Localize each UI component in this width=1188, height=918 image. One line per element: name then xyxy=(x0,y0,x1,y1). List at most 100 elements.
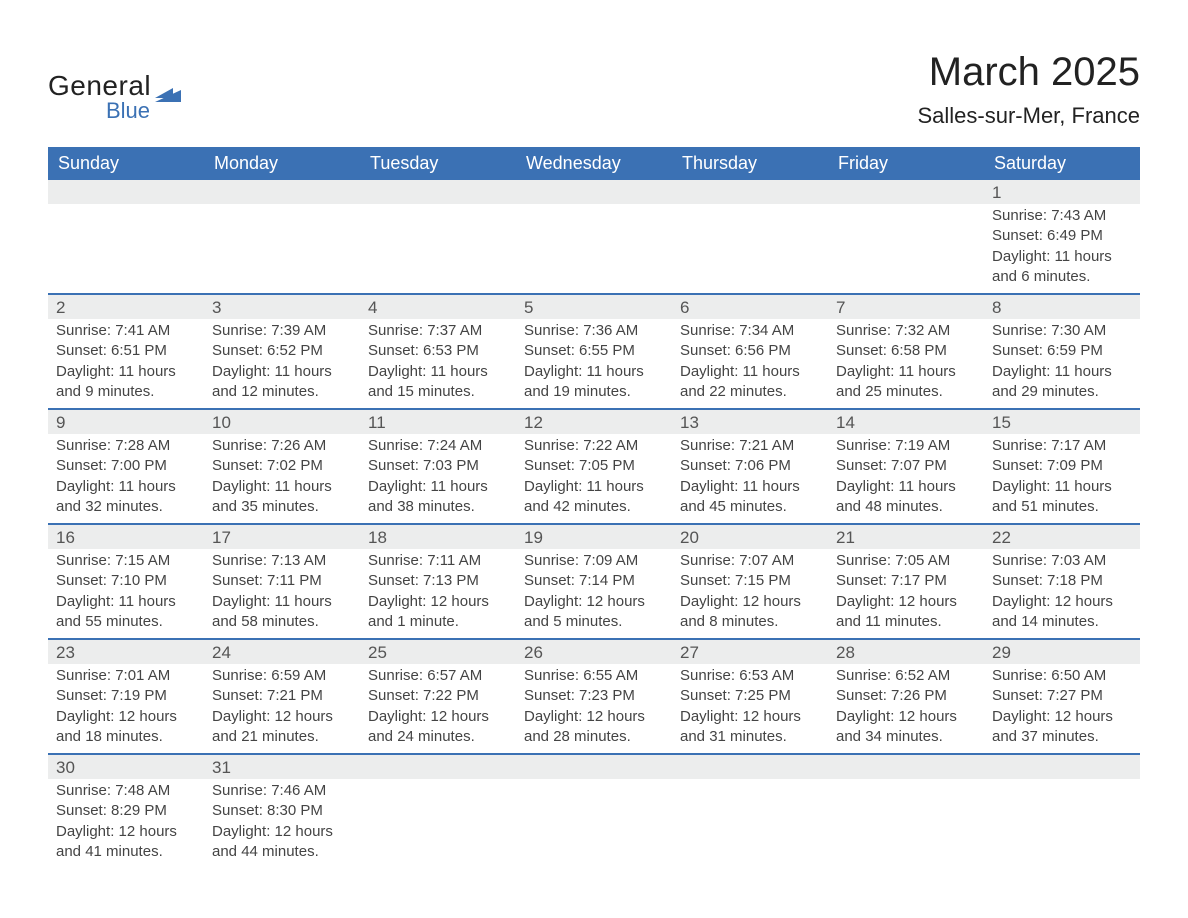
calendar-header-row: SundayMondayTuesdayWednesdayThursdayFrid… xyxy=(48,147,1140,180)
day-number: 5 xyxy=(516,295,672,319)
sunset-text: Sunset: 7:13 PM xyxy=(368,571,508,591)
calendar-header-cell: Friday xyxy=(828,147,984,180)
logo-word-2: Blue xyxy=(106,98,181,124)
day-number: 1 xyxy=(984,180,1140,204)
calendar-header-cell: Tuesday xyxy=(360,147,516,180)
calendar-week-row: 16Sunrise: 7:15 AMSunset: 7:10 PMDayligh… xyxy=(48,525,1140,640)
calendar-day-cell: 25Sunrise: 6:57 AMSunset: 7:22 PMDayligh… xyxy=(360,640,516,753)
calendar-day-cell: 6Sunrise: 7:34 AMSunset: 6:56 PMDaylight… xyxy=(672,295,828,408)
sunset-text: Sunset: 7:25 PM xyxy=(680,686,820,706)
daylight-text: Daylight: 12 hours and 28 minutes. xyxy=(524,707,664,748)
sunrise-text: Sunrise: 7:13 AM xyxy=(212,551,352,571)
calendar-empty-cell xyxy=(516,180,672,293)
daylight-text: Daylight: 12 hours and 34 minutes. xyxy=(836,707,976,748)
sunrise-text: Sunrise: 7:03 AM xyxy=(992,551,1132,571)
calendar-day-cell: 21Sunrise: 7:05 AMSunset: 7:17 PMDayligh… xyxy=(828,525,984,638)
calendar-day-cell: 26Sunrise: 6:55 AMSunset: 7:23 PMDayligh… xyxy=(516,640,672,753)
daylight-text: Daylight: 12 hours and 14 minutes. xyxy=(992,592,1132,633)
calendar-day-cell: 19Sunrise: 7:09 AMSunset: 7:14 PMDayligh… xyxy=(516,525,672,638)
day-number: 11 xyxy=(360,410,516,434)
sunset-text: Sunset: 6:53 PM xyxy=(368,341,508,361)
calendar-day-cell: 15Sunrise: 7:17 AMSunset: 7:09 PMDayligh… xyxy=(984,410,1140,523)
calendar-day-cell: 29Sunrise: 6:50 AMSunset: 7:27 PMDayligh… xyxy=(984,640,1140,753)
sunrise-text: Sunrise: 7:30 AM xyxy=(992,321,1132,341)
calendar-day-cell: 17Sunrise: 7:13 AMSunset: 7:11 PMDayligh… xyxy=(204,525,360,638)
daylight-text: Daylight: 11 hours and 6 minutes. xyxy=(992,247,1132,288)
daylight-text: Daylight: 12 hours and 41 minutes. xyxy=(56,822,196,863)
sunset-text: Sunset: 7:23 PM xyxy=(524,686,664,706)
daylight-text: Daylight: 12 hours and 11 minutes. xyxy=(836,592,976,633)
sunset-text: Sunset: 7:19 PM xyxy=(56,686,196,706)
day-number: 28 xyxy=(828,640,984,664)
sunset-text: Sunset: 7:22 PM xyxy=(368,686,508,706)
day-number: 2 xyxy=(48,295,204,319)
month-title: March 2025 xyxy=(917,50,1140,95)
daylight-text: Daylight: 11 hours and 22 minutes. xyxy=(680,362,820,403)
day-number: 10 xyxy=(204,410,360,434)
day-number-strip-empty xyxy=(984,755,1140,779)
calendar-empty-cell xyxy=(984,755,1140,868)
daylight-text: Daylight: 11 hours and 35 minutes. xyxy=(212,477,352,518)
location-subtitle: Salles-sur-Mer, France xyxy=(917,103,1140,129)
sunrise-text: Sunrise: 7:39 AM xyxy=(212,321,352,341)
daylight-text: Daylight: 11 hours and 15 minutes. xyxy=(368,362,508,403)
day-number: 30 xyxy=(48,755,204,779)
calendar-empty-cell xyxy=(360,755,516,868)
day-number: 27 xyxy=(672,640,828,664)
daylight-text: Daylight: 11 hours and 48 minutes. xyxy=(836,477,976,518)
calendar-day-cell: 14Sunrise: 7:19 AMSunset: 7:07 PMDayligh… xyxy=(828,410,984,523)
day-number: 31 xyxy=(204,755,360,779)
day-number-strip-empty xyxy=(204,180,360,204)
sunset-text: Sunset: 6:55 PM xyxy=(524,341,664,361)
day-number: 21 xyxy=(828,525,984,549)
sunrise-text: Sunrise: 7:21 AM xyxy=(680,436,820,456)
day-number: 13 xyxy=(672,410,828,434)
day-number: 12 xyxy=(516,410,672,434)
calendar-header-cell: Thursday xyxy=(672,147,828,180)
day-number-strip-empty xyxy=(360,180,516,204)
calendar-day-cell: 30Sunrise: 7:48 AMSunset: 8:29 PMDayligh… xyxy=(48,755,204,868)
daylight-text: Daylight: 12 hours and 8 minutes. xyxy=(680,592,820,633)
calendar-day-cell: 16Sunrise: 7:15 AMSunset: 7:10 PMDayligh… xyxy=(48,525,204,638)
calendar-day-cell: 11Sunrise: 7:24 AMSunset: 7:03 PMDayligh… xyxy=(360,410,516,523)
sunset-text: Sunset: 7:00 PM xyxy=(56,456,196,476)
sunset-text: Sunset: 7:18 PM xyxy=(992,571,1132,591)
sunset-text: Sunset: 8:29 PM xyxy=(56,801,196,821)
day-number: 23 xyxy=(48,640,204,664)
calendar-day-cell: 20Sunrise: 7:07 AMSunset: 7:15 PMDayligh… xyxy=(672,525,828,638)
sunrise-text: Sunrise: 6:59 AM xyxy=(212,666,352,686)
sunrise-text: Sunrise: 7:01 AM xyxy=(56,666,196,686)
day-number: 16 xyxy=(48,525,204,549)
calendar-week-row: 1Sunrise: 7:43 AMSunset: 6:49 PMDaylight… xyxy=(48,180,1140,295)
sunrise-text: Sunrise: 7:43 AM xyxy=(992,206,1132,226)
sunset-text: Sunset: 7:27 PM xyxy=(992,686,1132,706)
calendar-day-cell: 8Sunrise: 7:30 AMSunset: 6:59 PMDaylight… xyxy=(984,295,1140,408)
calendar-empty-cell xyxy=(828,755,984,868)
daylight-text: Daylight: 11 hours and 55 minutes. xyxy=(56,592,196,633)
calendar-day-cell: 23Sunrise: 7:01 AMSunset: 7:19 PMDayligh… xyxy=(48,640,204,753)
daylight-text: Daylight: 11 hours and 9 minutes. xyxy=(56,362,196,403)
sunset-text: Sunset: 7:11 PM xyxy=(212,571,352,591)
day-number: 14 xyxy=(828,410,984,434)
sunrise-text: Sunrise: 7:46 AM xyxy=(212,781,352,801)
calendar-day-cell: 3Sunrise: 7:39 AMSunset: 6:52 PMDaylight… xyxy=(204,295,360,408)
calendar-day-cell: 31Sunrise: 7:46 AMSunset: 8:30 PMDayligh… xyxy=(204,755,360,868)
calendar-week-row: 23Sunrise: 7:01 AMSunset: 7:19 PMDayligh… xyxy=(48,640,1140,755)
sunrise-text: Sunrise: 6:50 AM xyxy=(992,666,1132,686)
calendar-day-cell: 4Sunrise: 7:37 AMSunset: 6:53 PMDaylight… xyxy=(360,295,516,408)
daylight-text: Daylight: 11 hours and 32 minutes. xyxy=(56,477,196,518)
day-number: 29 xyxy=(984,640,1140,664)
sunrise-text: Sunrise: 6:53 AM xyxy=(680,666,820,686)
calendar-day-cell: 28Sunrise: 6:52 AMSunset: 7:26 PMDayligh… xyxy=(828,640,984,753)
daylight-text: Daylight: 12 hours and 44 minutes. xyxy=(212,822,352,863)
sunset-text: Sunset: 7:15 PM xyxy=(680,571,820,591)
day-number-strip-empty xyxy=(360,755,516,779)
sunset-text: Sunset: 7:03 PM xyxy=(368,456,508,476)
day-number: 7 xyxy=(828,295,984,319)
calendar-empty-cell xyxy=(48,180,204,293)
sunset-text: Sunset: 7:07 PM xyxy=(836,456,976,476)
daylight-text: Daylight: 12 hours and 18 minutes. xyxy=(56,707,196,748)
sunrise-text: Sunrise: 7:15 AM xyxy=(56,551,196,571)
sunset-text: Sunset: 7:26 PM xyxy=(836,686,976,706)
calendar-week-row: 9Sunrise: 7:28 AMSunset: 7:00 PMDaylight… xyxy=(48,410,1140,525)
